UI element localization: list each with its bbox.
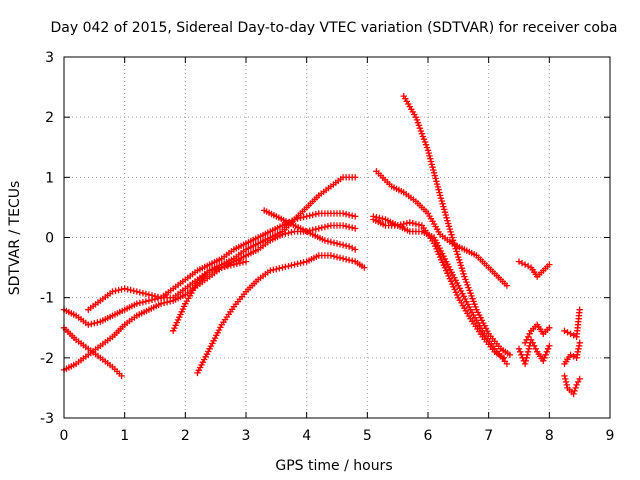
plot-series [60, 92, 583, 398]
data-points [261, 207, 359, 253]
data-series-track-12 [515, 258, 553, 280]
y-tick-labels: -3 -2 -1 0 1 2 3 [40, 50, 54, 427]
x-tick-label: 2 [181, 428, 190, 444]
data-series-track-11 [370, 216, 507, 361]
x-tick-label: 5 [363, 428, 372, 444]
data-points [85, 174, 359, 313]
x-tick-label: 4 [302, 428, 311, 444]
y-tick-label: 1 [45, 170, 54, 186]
x-tick-label: 6 [424, 428, 433, 444]
x-tick-labels: 0 1 2 3 4 5 6 7 8 9 [60, 428, 615, 444]
x-tick-label: 8 [545, 428, 554, 444]
data-points [515, 258, 553, 280]
data-points [373, 168, 511, 289]
data-series-track-13 [515, 336, 553, 368]
axis-ticks [63, 56, 611, 419]
data-series-track-15 [561, 306, 583, 340]
x-tick-label: 0 [60, 428, 69, 444]
y-axis-label: SDTVAR / TECUs [7, 181, 23, 296]
y-tick-label: -2 [40, 351, 54, 367]
data-points [561, 372, 583, 398]
data-series-track-4 [85, 174, 359, 313]
data-points [400, 92, 514, 358]
y-tick-label: -3 [40, 411, 54, 427]
data-points [170, 258, 250, 334]
data-series-track-6 [261, 207, 359, 253]
y-tick-label: 2 [45, 110, 54, 126]
y-tick-label: -1 [40, 291, 54, 307]
data-series-track-7 [194, 252, 368, 377]
data-points [521, 321, 553, 346]
x-axis-label: GPS time / hours [275, 458, 392, 474]
x-tick-label: 9 [606, 428, 615, 444]
data-points [561, 306, 583, 340]
data-points [370, 216, 507, 361]
data-series-track-14 [521, 321, 553, 346]
data-series-track-17 [561, 372, 583, 398]
x-tick-label: 7 [484, 428, 493, 444]
data-series-track-8 [373, 168, 511, 289]
data-points [194, 252, 368, 377]
x-tick-label: 1 [120, 428, 129, 444]
data-series-track-16 [561, 339, 583, 368]
x-tick-label: 3 [242, 428, 251, 444]
data-points [561, 339, 583, 368]
data-series-track-5 [170, 258, 250, 334]
data-points [515, 336, 553, 368]
y-tick-label: 3 [45, 50, 54, 66]
y-tick-label: 0 [45, 231, 54, 247]
data-series-track-9 [400, 92, 514, 358]
chart-title: Day 042 of 2015, Sidereal Day-to-day VTE… [51, 20, 618, 36]
